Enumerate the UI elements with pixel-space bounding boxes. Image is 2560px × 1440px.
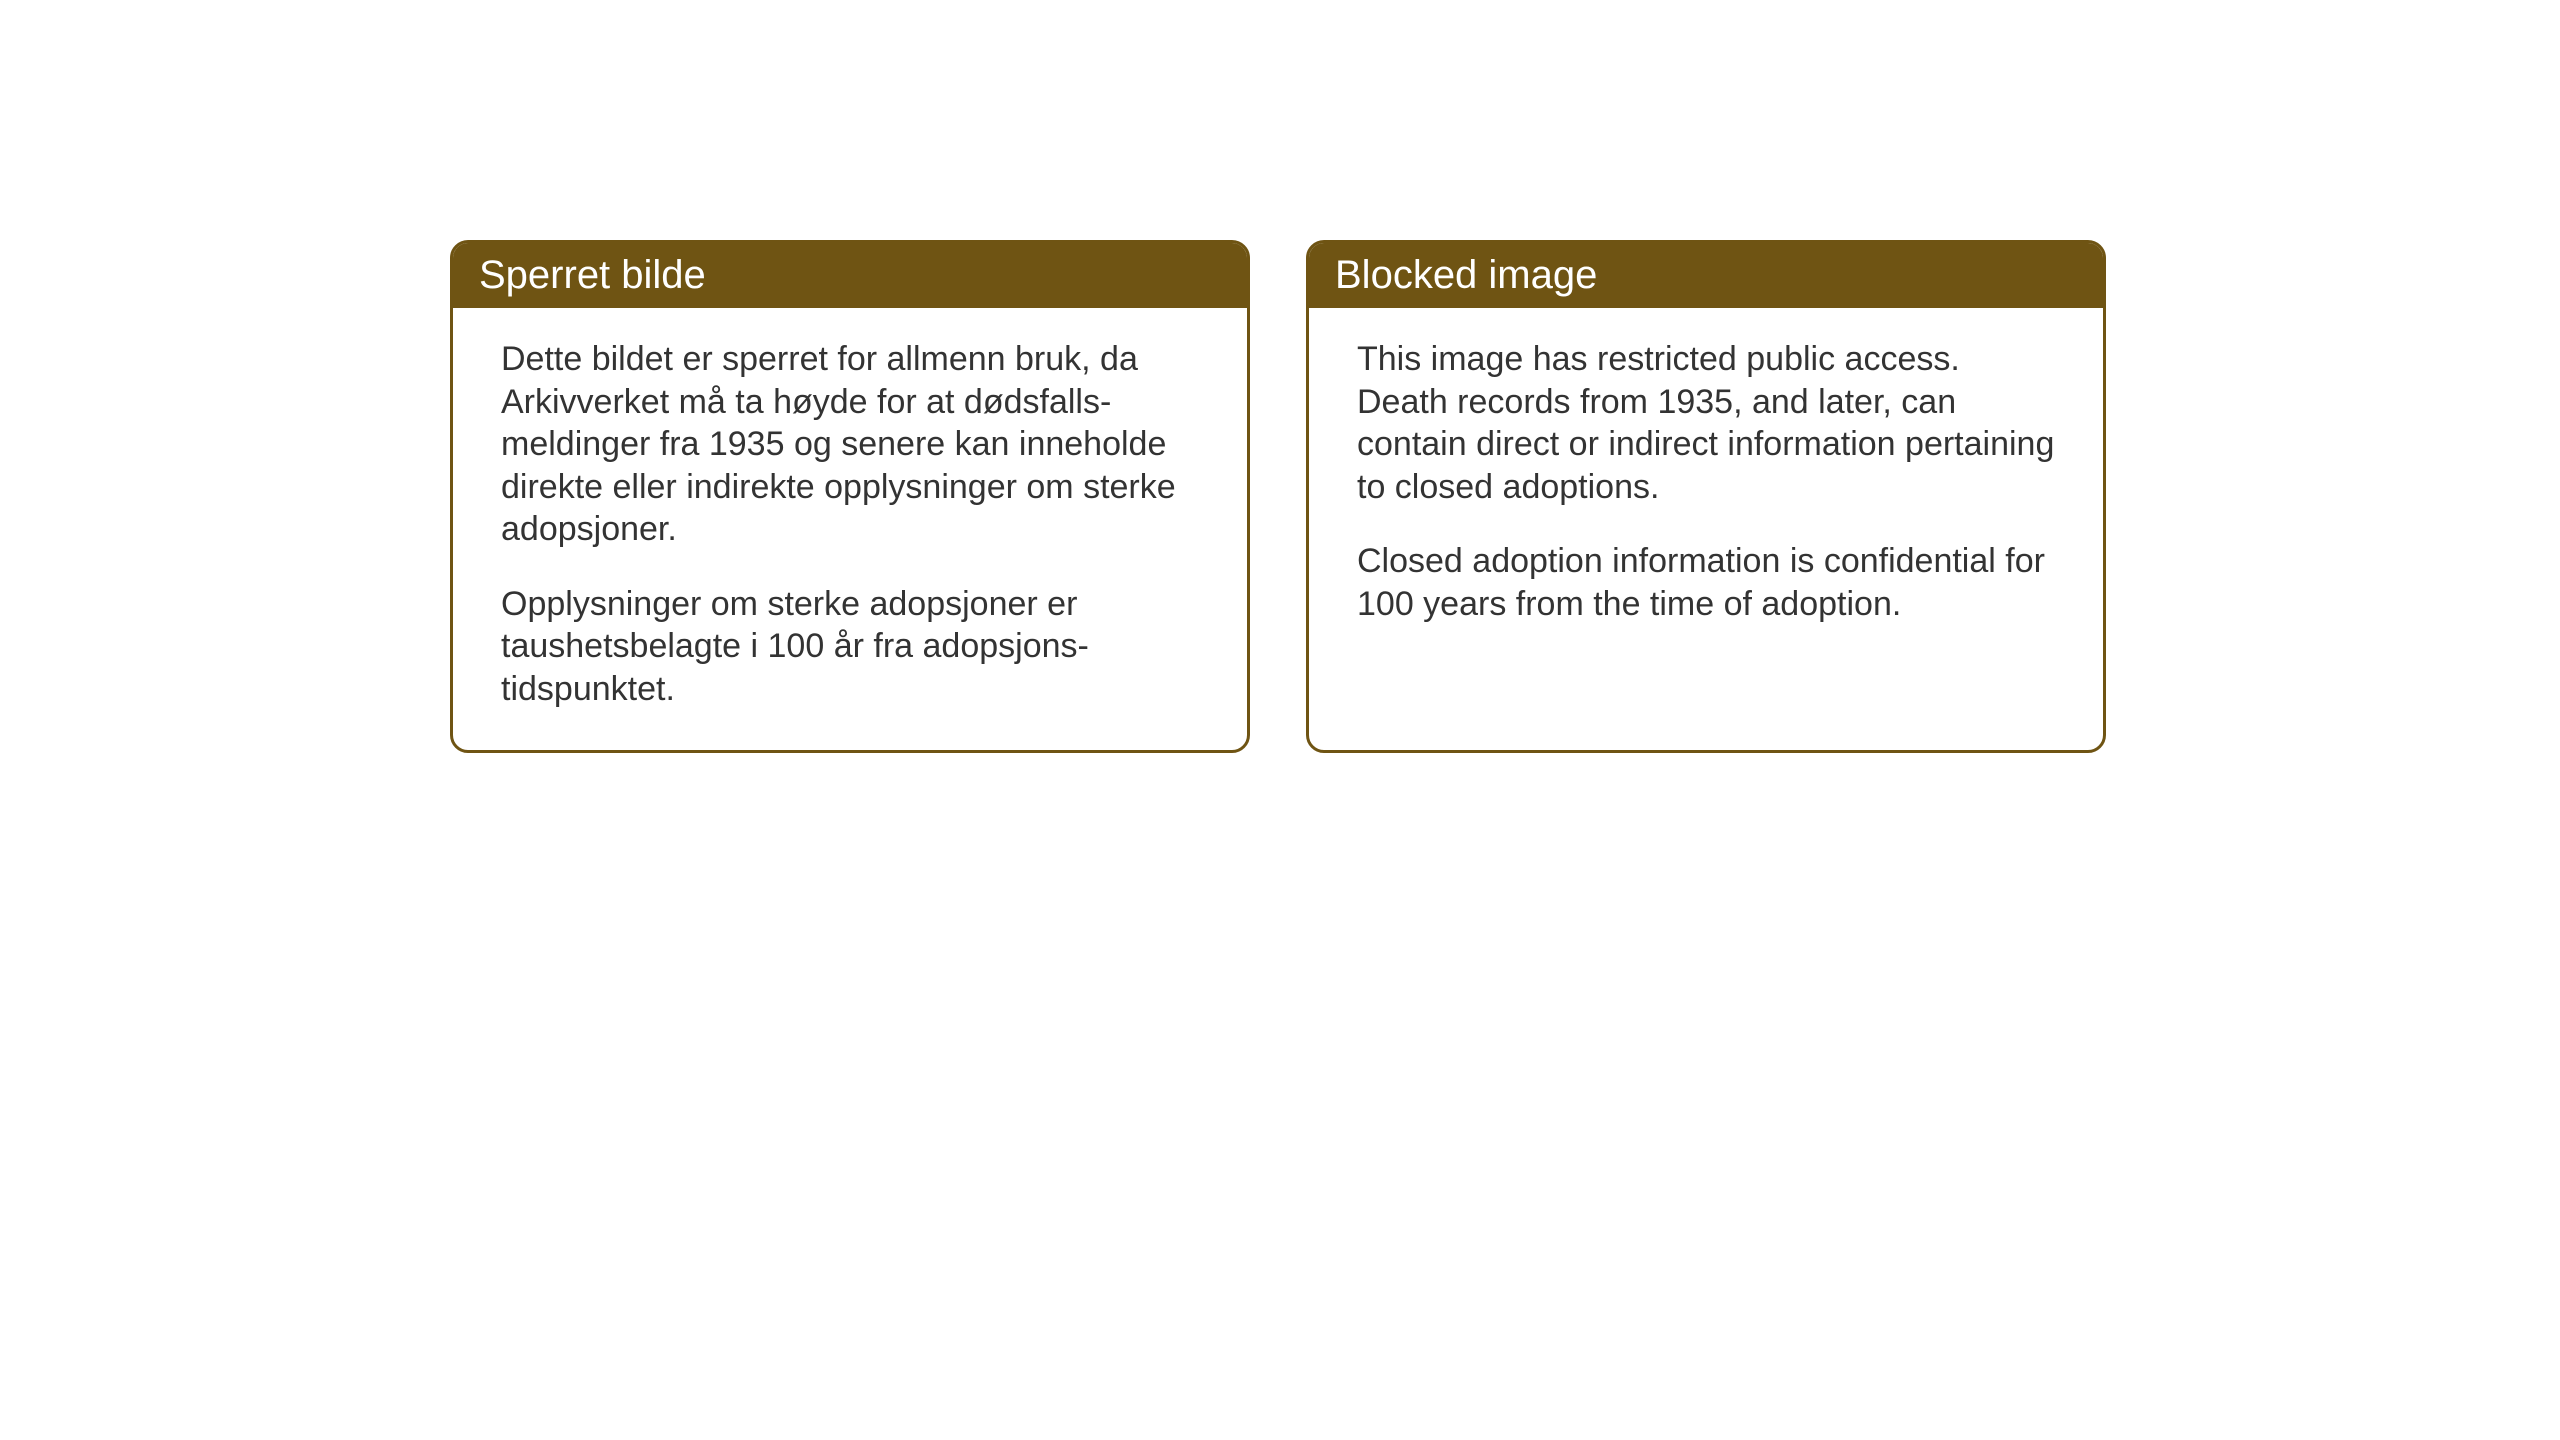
card-header-english: Blocked image [1309,243,2103,308]
card-body-english: This image has restricted public access.… [1309,308,2103,728]
card-paragraph-1-norwegian: Dette bildet er sperret for allmenn bruk… [501,338,1199,551]
card-paragraph-1-english: This image has restricted public access.… [1357,338,2055,508]
card-title-norwegian: Sperret bilde [479,253,706,297]
card-title-english: Blocked image [1335,253,1597,297]
notice-card-norwegian: Sperret bilde Dette bildet er sperret fo… [450,240,1250,753]
card-body-norwegian: Dette bildet er sperret for allmenn bruk… [453,308,1247,750]
notice-cards-container: Sperret bilde Dette bildet er sperret fo… [450,240,2106,753]
card-header-norwegian: Sperret bilde [453,243,1247,308]
card-paragraph-2-english: Closed adoption information is confident… [1357,540,2055,625]
notice-card-english: Blocked image This image has restricted … [1306,240,2106,753]
card-paragraph-2-norwegian: Opplysninger om sterke adopsjoner er tau… [501,583,1199,711]
